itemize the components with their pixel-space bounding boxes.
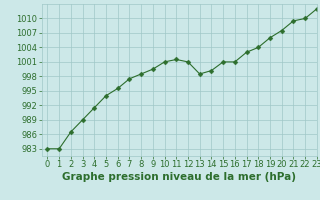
X-axis label: Graphe pression niveau de la mer (hPa): Graphe pression niveau de la mer (hPa) bbox=[62, 172, 296, 182]
